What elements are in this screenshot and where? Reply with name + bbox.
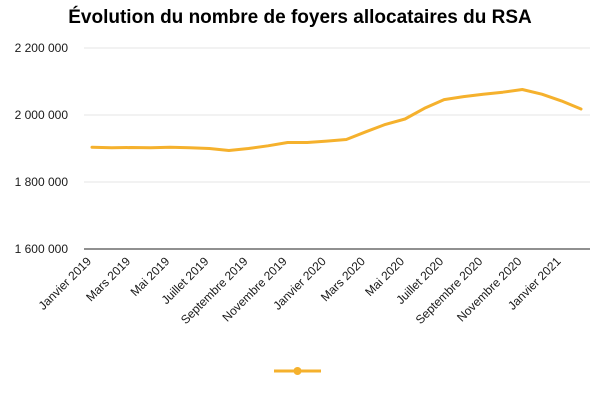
series-line	[90, 88, 583, 152]
legend	[274, 367, 321, 375]
x-tick-label: Septembre 2020	[413, 254, 486, 327]
series-layer	[90, 88, 583, 152]
y-tick-label: 1 800 000	[15, 175, 69, 189]
gridlines	[84, 47, 590, 250]
chart-title: Évolution du nombre de foyers allocatair…	[68, 7, 532, 28]
legend-marker	[293, 367, 302, 375]
y-tick-label: 2 200 000	[15, 41, 69, 55]
x-tick-label: Septembre 2019	[178, 254, 251, 327]
y-axis-ticks: 1 600 000 1 800 000 2 000 000 2 200 000	[15, 41, 69, 256]
y-tick-label: 1 600 000	[15, 242, 69, 256]
y-tick-label: 2 000 000	[15, 108, 69, 122]
x-tick-label: Janvier 2019	[36, 254, 95, 313]
